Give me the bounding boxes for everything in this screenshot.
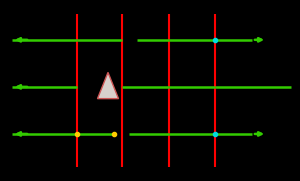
Polygon shape (98, 72, 118, 99)
